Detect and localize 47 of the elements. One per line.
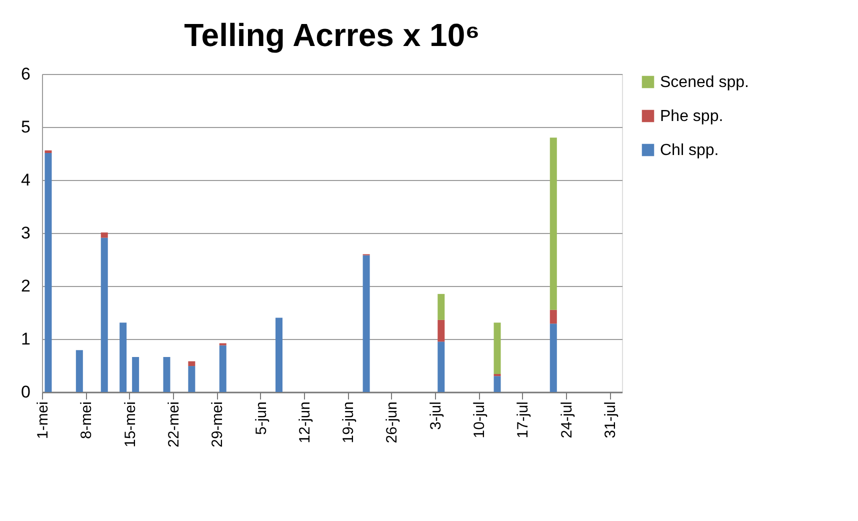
chart-title: Telling Acrres x 10⁶ bbox=[184, 17, 480, 53]
bar bbox=[362, 255, 370, 392]
bar bbox=[100, 232, 108, 238]
legend-label: Scened spp. bbox=[660, 74, 749, 91]
y-tick-label: 6 bbox=[21, 64, 30, 84]
x-tick-label: 1-mei bbox=[34, 402, 52, 440]
x-tick-label: 26-jun bbox=[384, 402, 401, 444]
x-tick-label: 29-mei bbox=[209, 402, 226, 448]
x-tick-label: 3-jul bbox=[427, 402, 444, 430]
bar bbox=[550, 138, 557, 310]
x-tick-label: 10-jul bbox=[471, 402, 488, 438]
bar bbox=[219, 345, 226, 392]
bar bbox=[438, 294, 445, 320]
bar bbox=[188, 366, 196, 392]
y-tick-label: 2 bbox=[21, 276, 30, 296]
bar bbox=[163, 357, 170, 392]
x-tick-label: 31-jul bbox=[602, 402, 620, 438]
bar bbox=[44, 152, 52, 392]
bar bbox=[438, 342, 445, 392]
legend-label: Phe spp. bbox=[660, 108, 724, 125]
bar bbox=[132, 357, 140, 392]
y-tick-label: 4 bbox=[21, 170, 30, 190]
x-tick-label: 5-jun bbox=[252, 402, 270, 435]
legend-label: Chl spp. bbox=[660, 142, 719, 159]
x-tick-label: 8-mei bbox=[78, 402, 96, 440]
bar bbox=[550, 324, 557, 392]
bar bbox=[494, 322, 501, 374]
bar bbox=[550, 310, 557, 324]
x-tick-label: 22-mei bbox=[165, 402, 182, 448]
bar bbox=[44, 150, 52, 153]
x-tick-label: 17-jul bbox=[514, 402, 532, 438]
y-tick-label: 0 bbox=[21, 382, 30, 402]
y-tick-label: 3 bbox=[21, 224, 30, 242]
bar bbox=[100, 238, 108, 392]
bar bbox=[76, 350, 83, 392]
bar bbox=[494, 376, 501, 392]
x-tick-label: 15-mei bbox=[122, 402, 139, 448]
x-tick-label: 19-jun bbox=[340, 402, 358, 444]
bar bbox=[188, 361, 196, 366]
x-tick-label: 24-jul bbox=[558, 402, 576, 438]
x-tick-label: 12-jun bbox=[296, 402, 314, 444]
bar bbox=[120, 322, 127, 392]
y-tick-label: 5 bbox=[21, 118, 30, 136]
bar bbox=[275, 318, 282, 392]
bar bbox=[494, 374, 501, 376]
bar bbox=[438, 320, 445, 342]
y-tick-label: 1 bbox=[21, 330, 30, 348]
